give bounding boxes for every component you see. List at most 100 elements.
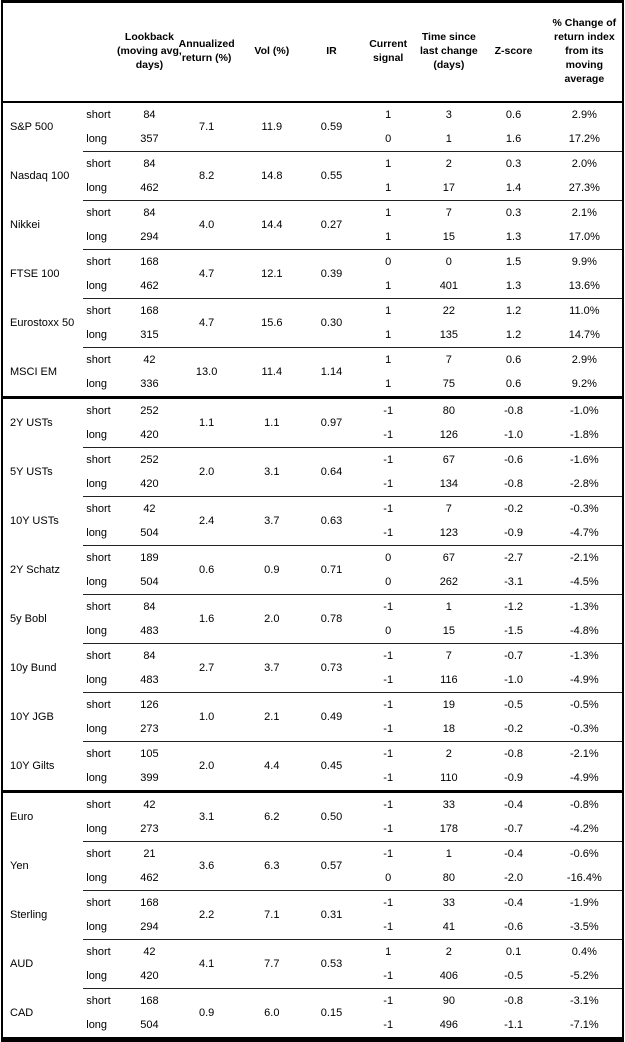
signal-value: -1 (359, 790, 418, 817)
z-score-value: 0.3 (480, 151, 547, 176)
table-row: CAD short 168 0.9 6.0 0.15 -1 90 -0.8 -3.1% (2, 988, 623, 1040)
vol-value: 14.4 (239, 200, 304, 250)
pct-change-value: -0.5% (546, 692, 623, 717)
pct-change-value: -0.8% (546, 790, 623, 817)
lookback-value: 168 (125, 988, 174, 1013)
side-label: long (86, 872, 108, 884)
pct-change-value: -4.8% (569, 625, 599, 637)
z-score-value: 1.3 (505, 231, 522, 243)
pct-change-value: -1.8% (569, 429, 599, 441)
side-label: long (86, 970, 108, 982)
table-row: Nikkei short 84 4.0 14.4 0.27 1 7 0.3 2.1% (2, 200, 623, 250)
lookback-value: 21 (125, 841, 174, 866)
table-row: 10y Bund short 84 2.7 3.7 0.73 -1 7 -0.7 -1.3% (2, 643, 623, 693)
time-since-value: 17 (442, 182, 455, 194)
z-score-value: -0.8 (504, 478, 524, 490)
time-since-value: 0 (417, 249, 481, 274)
z-score-value: 1.6 (505, 133, 522, 145)
signal-value: 1 (385, 182, 392, 194)
time-since-value: 75 (442, 378, 455, 390)
z-score-value: 1.3 (505, 280, 522, 292)
asset-name: Euro (2, 790, 84, 842)
z-score-value: -0.6 (504, 921, 524, 933)
pct-change-value: -0.6% (546, 841, 623, 866)
lookback-value: 420 (140, 429, 159, 441)
signal-value: 1 (385, 329, 392, 341)
lookback-value: 483 (140, 674, 159, 686)
annualized-return-value: 4.7 (173, 249, 240, 299)
lookback-value: 105 (125, 741, 174, 766)
table-row: Eurostoxx 50 short 168 4.7 15.6 0.30 1 22 1.2 11.… (2, 298, 623, 348)
signal-value: 0 (359, 249, 418, 274)
table-row: long 462 0 80 -2.0 -16.4% (2, 866, 623, 891)
header-current-signal: Current signal (359, 1, 418, 103)
z-score-value: -0.9 (504, 772, 524, 784)
asset-name: 10Y Gilts (10, 759, 55, 772)
signal-value: -1 (383, 1019, 394, 1031)
pct-change-value: -5.2% (569, 970, 599, 982)
ir-value: 0.31 (303, 890, 360, 940)
signal-value: -1 (359, 841, 418, 866)
lookback-value: 42 (125, 347, 174, 372)
table-row: 2Y USTs short 252 1.1 1.1 0.97 -1 80 -0.8 -1.0% (2, 396, 623, 448)
pct-change-value: -4.2% (569, 823, 599, 835)
pct-change-value: -2.1% (546, 545, 623, 570)
z-score-value: -0.9 (504, 527, 524, 539)
pct-change-value: 27.3% (568, 182, 600, 194)
asset-name: 10Y JGB (10, 711, 54, 723)
vol-value: 6.3 (239, 841, 304, 891)
table-row: S&P 500 short 84 7.1 11.9 0.59 1 3 0.6 2.9% (2, 102, 623, 133)
asset-name: 2Y Schatz (10, 564, 60, 576)
time-since-value: 2 (417, 741, 481, 766)
lookback-value: 483 (140, 625, 159, 637)
time-since-value: 110 (440, 772, 458, 784)
signal-value: -1 (359, 643, 418, 668)
table-row: AUD short 42 4.1 7.7 0.53 1 2 0.1 0.4% (2, 939, 623, 989)
z-score-value: -0.8 (480, 741, 547, 766)
table-row: long 336 1 75 0.6 9.2% (2, 372, 623, 398)
side-label: short (83, 890, 126, 915)
asset-name: 5y Bobl (10, 613, 47, 625)
side-label: short (83, 447, 126, 472)
side-label: short (83, 643, 126, 668)
lookback-value: 168 (125, 298, 174, 323)
time-since-value: 401 (439, 280, 459, 292)
asset-name: Nasdaq 100 (10, 170, 70, 182)
side-label: short (83, 249, 126, 274)
lookback-value: 42 (125, 790, 174, 817)
lookback-value: 252 (125, 396, 174, 423)
annualized-return-value: 1.1 (173, 396, 240, 448)
signal-value: 1 (385, 280, 392, 292)
table-row: long 273 -1 178 -0.7 -4.2% (2, 817, 623, 842)
side-label: long (86, 182, 108, 194)
pct-change-value: -0.3% (546, 496, 623, 521)
side-label: short (83, 396, 126, 423)
asset-name: FTSE 100 (10, 268, 60, 280)
side-label: long (86, 280, 108, 292)
annualized-return-value: 0.9 (173, 988, 240, 1040)
pct-change-value: -4.9% (569, 772, 599, 784)
signal-value: -1 (359, 988, 418, 1013)
annualized-return-value: 13.0 (173, 347, 240, 398)
lookback-value: 399 (140, 772, 159, 784)
annualized-return-value: 4.1 (173, 939, 240, 989)
pct-change-value: 17.0% (568, 231, 600, 243)
signal-value: -1 (359, 890, 418, 915)
z-score-value: 0.3 (480, 200, 547, 225)
z-score-value: -0.8 (480, 988, 547, 1013)
time-since-value: 1 (445, 133, 452, 145)
asset-name: AUD (10, 958, 34, 970)
side-label: long (86, 1019, 108, 1031)
vol-value: 7.7 (239, 939, 304, 989)
ir-value: 0.63 (303, 496, 360, 546)
signal-value: -1 (383, 478, 394, 490)
ir-value: 0.64 (303, 447, 360, 497)
side-label: short (83, 594, 126, 619)
annualized-return-value: 2.4 (173, 496, 240, 546)
table-row: long 357 0 1 1.6 17.2% (2, 127, 623, 152)
pct-change-value: 14.7% (568, 329, 600, 341)
table-row: 10Y Gilts short 105 2.0 4.4 0.45 -1 2 -0.8 -2.1% (2, 741, 623, 792)
lookback-value: 168 (125, 890, 174, 915)
lookback-value: 126 (125, 692, 174, 717)
side-label: long (86, 429, 108, 441)
